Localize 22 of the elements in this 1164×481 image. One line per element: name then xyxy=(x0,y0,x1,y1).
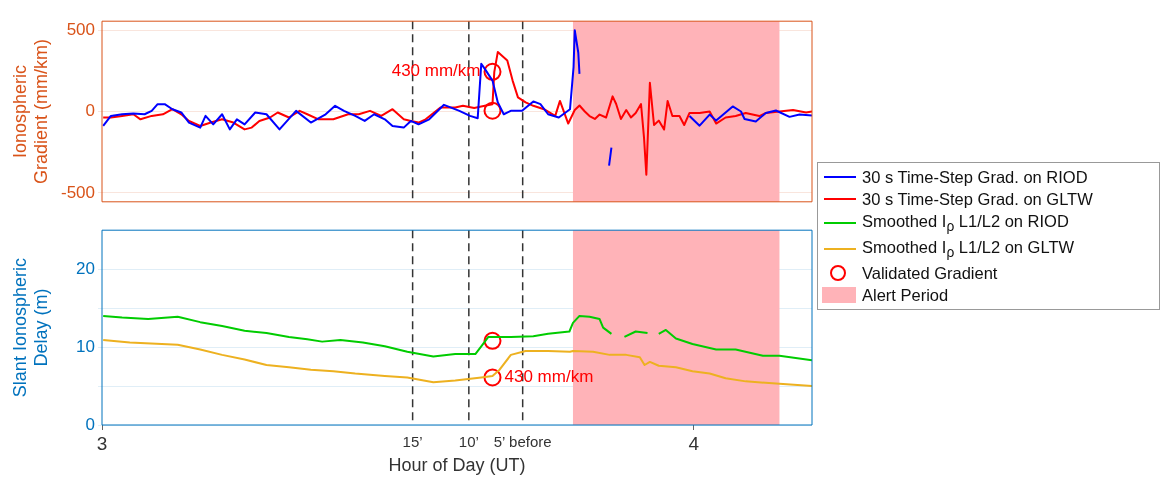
y-tick-label: 500 xyxy=(66,19,95,39)
y-tick-label: 0 xyxy=(85,101,95,121)
legend-label: 30 s Time-Step Grad. on GLTW xyxy=(862,189,1093,209)
ref-line-label: 15’ xyxy=(402,432,423,450)
legend-label: Smoothed I$_{ρ}$ L1/L2 on RIOD xyxy=(862,211,1069,235)
x-axis-title: Hour of Day (UT) xyxy=(388,455,526,476)
x-tick-label: 4 xyxy=(688,432,700,454)
y-axis-title: Ionospheric Gradient (mm/km) xyxy=(9,38,52,185)
y-tick-label: 10 xyxy=(76,336,95,356)
y-tick-label: 20 xyxy=(76,258,95,278)
legend-label: Validated Gradient xyxy=(862,263,998,283)
ref-line-label: 10’ xyxy=(458,432,479,450)
y-axis-title: Slant Ionospheric Delay (m) xyxy=(9,258,52,398)
legend-label: Alert Period xyxy=(862,285,949,305)
ref-line-label: 5’ before xyxy=(493,432,552,450)
y-tick-label: -500 xyxy=(60,182,95,202)
x-tick-label: 3 xyxy=(96,432,108,454)
legend-label: 30 s Time-Step Grad. on RIOD xyxy=(862,167,1088,187)
annotation: 430 mm/km xyxy=(391,61,481,81)
annotation: 430 mm/km xyxy=(504,367,594,387)
y-tick-label: 0 xyxy=(85,414,95,434)
legend-label: Smoothed I$_{ρ}$ L1/L2 on GLTW xyxy=(862,237,1075,261)
